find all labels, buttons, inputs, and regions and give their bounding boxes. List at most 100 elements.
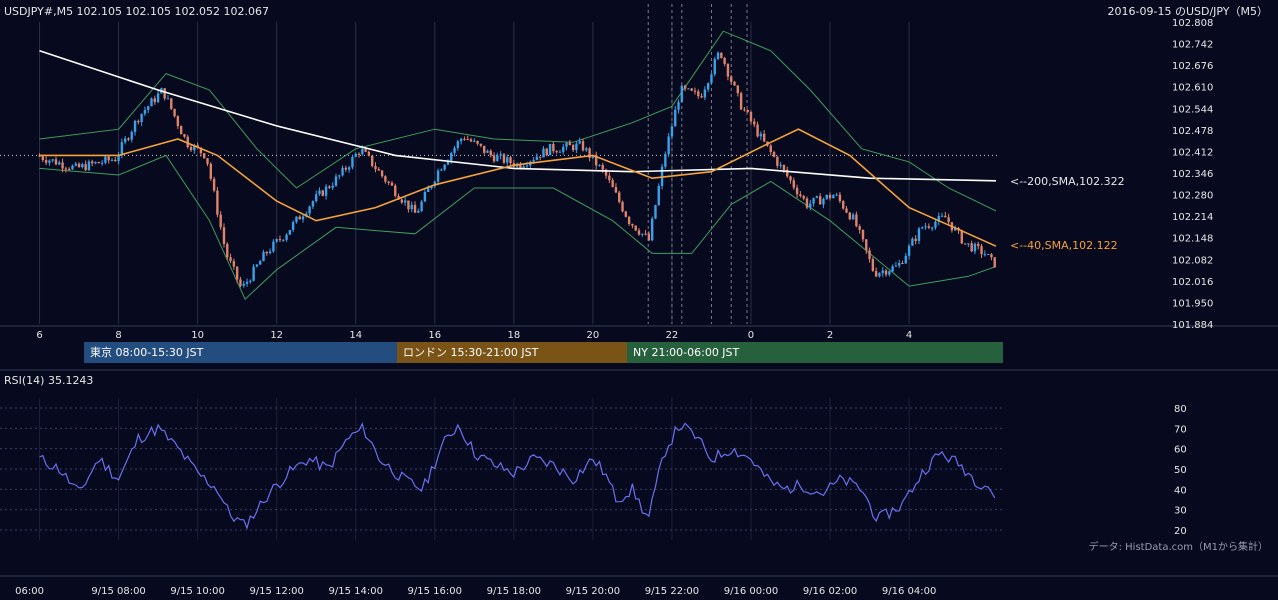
candle-bull — [687, 88, 690, 90]
price-y-tick: 102.016 — [1172, 277, 1213, 288]
candle-bear — [690, 88, 693, 91]
candle-bull — [535, 156, 539, 160]
rsi-y-tick: 50 — [1174, 465, 1187, 476]
candle-bull — [295, 216, 298, 223]
candle-bull — [242, 283, 245, 286]
candle-bull — [334, 176, 338, 186]
candle-bear — [631, 223, 634, 226]
candle-bear — [54, 159, 58, 165]
rsi-x-tick: 9/16 02:00 — [803, 586, 857, 597]
candle-bear — [769, 145, 772, 152]
candle-bear — [568, 142, 572, 146]
candle-bear — [818, 196, 822, 205]
candle-bear — [700, 96, 703, 98]
candle-bear — [637, 230, 641, 235]
candle-bull — [779, 164, 782, 166]
rsi-x-tick: 9/15 16:00 — [408, 586, 462, 597]
candle-bull — [420, 201, 423, 211]
candle-bull — [81, 164, 84, 168]
session-ny: NY 21:00-06:00 JST — [627, 342, 1003, 363]
price-y-tick: 102.214 — [1172, 212, 1213, 223]
candle-bull — [660, 166, 664, 186]
candle-bull — [881, 270, 884, 274]
candle-bear — [901, 263, 904, 265]
candle-bull — [110, 159, 114, 161]
candle-bull — [143, 110, 147, 114]
candle-bear — [874, 270, 878, 277]
candle-bull — [930, 227, 934, 229]
candle-bull — [166, 98, 170, 100]
price-x-tick: 14 — [349, 330, 362, 341]
price-x-tick: 0 — [748, 330, 754, 341]
candle-bull — [249, 280, 252, 282]
candle-bear — [377, 169, 380, 171]
candle-bull — [921, 227, 924, 229]
candle-bull — [275, 239, 278, 242]
candle-bull — [578, 141, 581, 144]
candle-bear — [792, 180, 796, 188]
candle-bear — [627, 216, 631, 224]
rsi-y-tick: 40 — [1174, 485, 1187, 496]
candle-bear — [647, 233, 651, 241]
candle-bull — [156, 93, 160, 103]
candle-bull — [426, 188, 430, 192]
price-x-tick: 20 — [587, 330, 600, 341]
candle-bull — [973, 243, 977, 252]
candle-bear — [538, 156, 542, 158]
candle-bull — [506, 157, 509, 163]
candle-bear — [216, 190, 219, 215]
candle-bear — [789, 176, 792, 181]
candle-bear — [762, 133, 766, 142]
candle-bull — [598, 165, 601, 167]
candle-bear — [44, 160, 48, 163]
candle-bear — [621, 201, 624, 212]
candle-bear — [232, 261, 236, 267]
candle-bear — [733, 81, 736, 86]
candle-bear — [222, 227, 226, 245]
candle-bull — [664, 154, 667, 167]
candle-bull — [815, 196, 819, 198]
candle-bear — [235, 266, 239, 280]
candle-bear — [871, 259, 875, 271]
candle-bull — [130, 131, 133, 140]
candle-bear — [206, 158, 209, 164]
candle-bear — [977, 243, 980, 247]
candle-bull — [262, 251, 265, 262]
candle-bear — [571, 145, 575, 151]
candle-bear — [555, 151, 558, 153]
candle-bear — [753, 121, 756, 125]
candle-bull — [825, 194, 828, 199]
candle-bear — [683, 85, 687, 89]
candle-bear — [469, 139, 473, 142]
candle-bull — [58, 162, 61, 165]
candle-bull — [417, 210, 420, 213]
price-y-tick: 101.884 — [1172, 320, 1213, 331]
candle-bull — [558, 151, 562, 153]
candle-bear — [845, 208, 848, 213]
candle-bull — [430, 186, 433, 189]
candle-bull — [288, 230, 292, 235]
price-x-tick: 8 — [115, 330, 121, 341]
candle-bull — [140, 113, 143, 123]
price-x-tick: 12 — [270, 330, 283, 341]
candle-bull — [667, 136, 670, 155]
candle-bear — [697, 91, 700, 97]
candle-bull — [150, 98, 153, 107]
price-y-tick: 102.478 — [1172, 126, 1213, 137]
candle-bull — [937, 215, 940, 222]
candle-bear — [364, 148, 367, 152]
candle-bear — [795, 187, 799, 195]
candle-bear — [163, 88, 166, 99]
candle-bull — [525, 165, 529, 167]
candle-bull — [522, 166, 525, 169]
price-y-tick: 102.808 — [1172, 18, 1213, 29]
candle-bull — [904, 255, 907, 264]
candle-bear — [604, 169, 608, 176]
candle-bear — [855, 214, 858, 227]
candle-bull — [453, 147, 456, 153]
candle-bear — [321, 190, 324, 196]
candle-bear — [476, 140, 479, 144]
candle-bear — [552, 143, 555, 152]
candle-bear — [114, 159, 117, 162]
candle-bear — [466, 139, 469, 141]
